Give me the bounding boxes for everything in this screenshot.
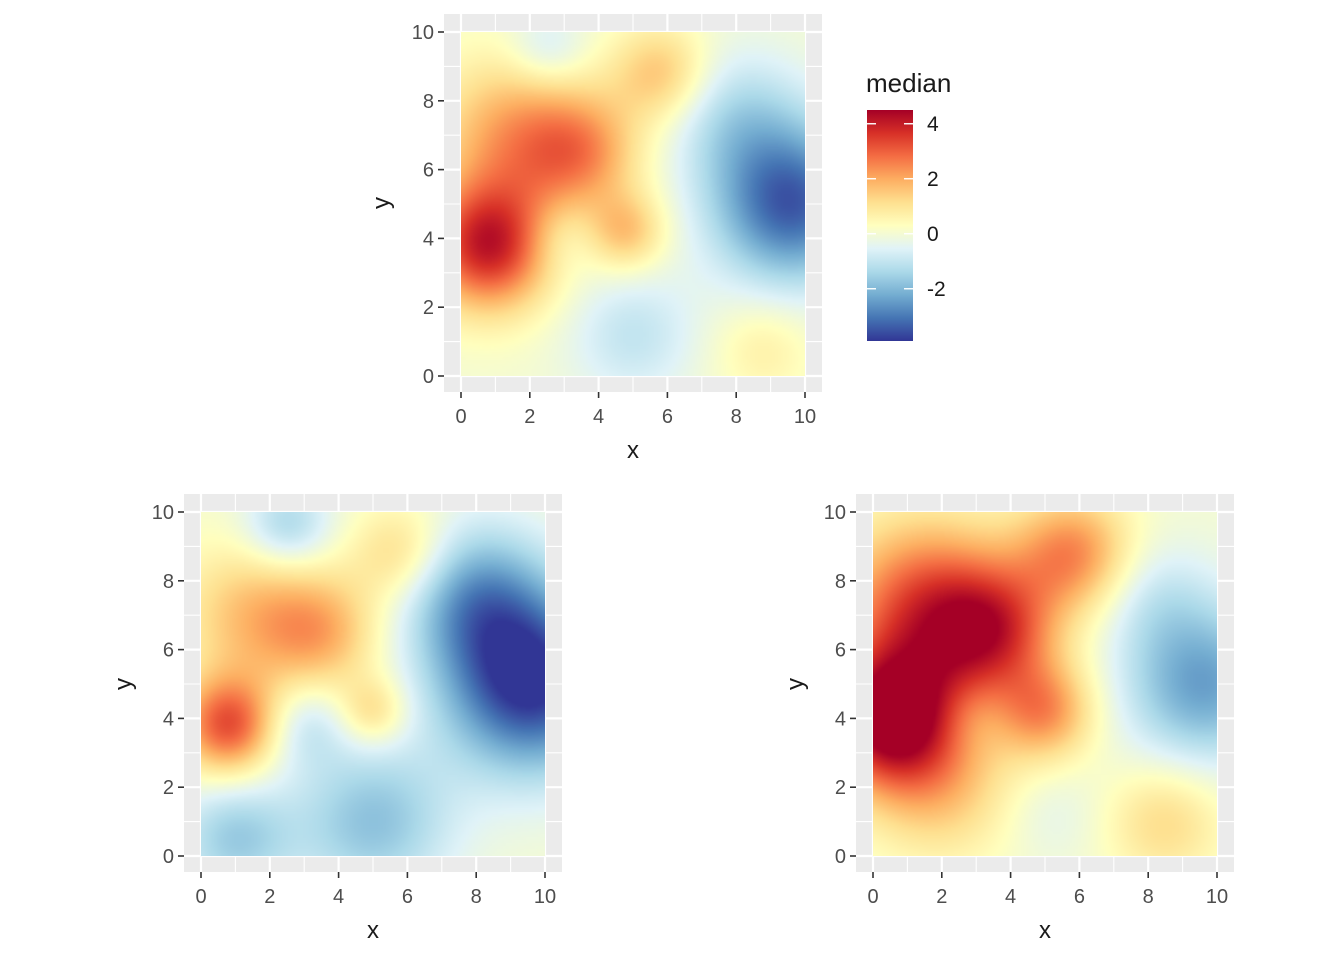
panel-bottom-right-ylabel: y <box>782 678 809 690</box>
panel-bottom-left: 0 2 4 6 8 10 0 2 4 6 8 10 x y <box>110 494 562 944</box>
panel-bottom-right-x-tick-label: 0 <box>867 886 878 908</box>
legend-title: median <box>866 68 951 98</box>
panel-top-y-tick-label: 6 <box>423 160 434 182</box>
panel-bottom-right-xlabel: x <box>1039 917 1051 944</box>
panel-top-ticks: 0 2 4 6 8 10 0 2 4 6 8 10 <box>412 22 816 428</box>
panel-top-x-tick-label: 4 <box>593 406 604 428</box>
panel-bottom-left-xlabel: x <box>367 917 379 944</box>
panel-top-x-tick-label: 8 <box>731 406 742 428</box>
panel-top-x-tick-label: 0 <box>455 406 466 428</box>
panel-bottom-right-x-tick-label: 2 <box>936 886 947 908</box>
panel-top-x-tick-label: 2 <box>524 406 535 428</box>
panel-bottom-left-ylabel: y <box>110 678 137 690</box>
legend-ticks: 4 2 0 -2 <box>867 113 946 301</box>
panel-top-y-tick-label: 8 <box>423 91 434 113</box>
panel-bottom-left-y-tick-label: 6 <box>163 640 174 662</box>
panel-bottom-left-y-tick-label: 0 <box>163 846 174 868</box>
panel-top-y-tick-label: 4 <box>423 228 434 250</box>
panel-bottom-right-y-tick-label: 10 <box>824 502 846 524</box>
panel-bottom-right-y-tick-label: 6 <box>835 640 846 662</box>
panel-top-ylabel: y <box>368 197 395 209</box>
panel-bottom-left-x-tick-label: 6 <box>402 886 413 908</box>
panel-bottom-right: 0 2 4 6 8 10 0 2 4 6 8 10 x y <box>782 494 1234 944</box>
panel-bottom-right-heatmap <box>873 512 1217 856</box>
panel-bottom-right-x-tick-label: 4 <box>1005 886 1016 908</box>
legend-label: -2 <box>927 278 946 301</box>
panel-bottom-left-y-tick-label: 2 <box>163 777 174 799</box>
panel-bottom-right-ticks: 0 2 4 6 8 10 0 2 4 6 8 10 <box>824 502 1228 908</box>
panel-top-y-tick-label: 0 <box>423 366 434 388</box>
panel-top-heatmap <box>461 32 805 376</box>
panel-bottom-left-x-tick-label: 2 <box>264 886 275 908</box>
panel-bottom-left-x-tick-label: 0 <box>195 886 206 908</box>
panel-bottom-left-y-tick-label: 4 <box>163 708 174 730</box>
panel-bottom-left-x-tick-label: 10 <box>534 886 556 908</box>
panel-bottom-left-heatmap <box>201 512 545 856</box>
legend-colorbar <box>867 110 913 341</box>
panel-bottom-left-y-tick-label: 10 <box>152 502 174 524</box>
legend: median 4 2 0 -2 <box>866 68 951 341</box>
panel-top-x-tick-label: 10 <box>794 406 816 428</box>
panel-bottom-right-y-tick-label: 8 <box>835 571 846 593</box>
panel-bottom-right-y-tick-label: 4 <box>835 708 846 730</box>
panel-bottom-right-y-tick-label: 0 <box>835 846 846 868</box>
panel-top-y-tick-label: 2 <box>423 297 434 319</box>
panel-bottom-right-y-tick-label: 2 <box>835 777 846 799</box>
legend-label: 4 <box>927 113 939 136</box>
panel-bottom-left-x-tick-label: 4 <box>333 886 344 908</box>
panel-bottom-right-x-tick-label: 6 <box>1074 886 1085 908</box>
panel-top: 0 2 4 6 8 10 0 2 4 6 8 10 x y <box>368 14 822 464</box>
panel-bottom-right-x-tick-label: 10 <box>1206 886 1228 908</box>
panel-bottom-right-x-tick-label: 8 <box>1143 886 1154 908</box>
panel-top-x-tick-label: 6 <box>662 406 673 428</box>
panel-top-y-tick-label: 10 <box>412 22 434 44</box>
panel-bottom-left-ticks: 0 2 4 6 8 10 0 2 4 6 8 10 <box>152 502 556 908</box>
legend-label: 2 <box>927 168 939 191</box>
panel-top-xlabel: x <box>627 437 639 464</box>
legend-label: 0 <box>927 223 939 246</box>
panel-bottom-left-y-tick-label: 8 <box>163 571 174 593</box>
panel-bottom-left-x-tick-label: 8 <box>471 886 482 908</box>
